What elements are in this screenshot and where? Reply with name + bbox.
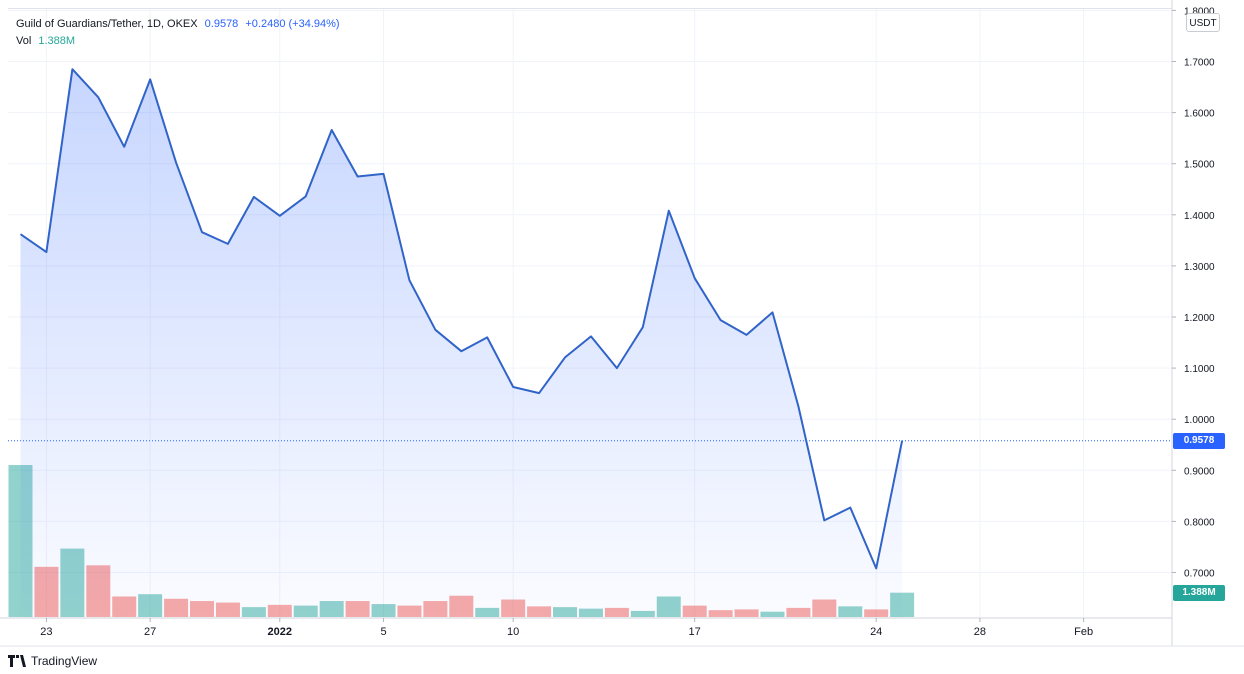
x-tick-label: 2022: [268, 626, 292, 638]
price-line: [19, 68, 904, 570]
y-tick-label: 0.9000: [1184, 466, 1215, 477]
brand-name: TradingView: [31, 654, 98, 668]
x-tick-label: 10: [507, 626, 519, 638]
y-tick-label: 1.8000: [1184, 6, 1215, 17]
x-tick-label: 27: [144, 626, 156, 638]
legend-symbol: Guild of Guardians/Tether, 1D, OKEX: [16, 18, 198, 30]
x-tick-label: 23: [40, 626, 52, 638]
last-volume-label: 1.388M: [1173, 585, 1225, 601]
x-tick-label: 24: [870, 626, 882, 638]
legend-last-price: 0.9578: [204, 18, 239, 30]
chart-legend: Guild of Guardians/Tether, 1D, OKEX 0.95…: [16, 16, 344, 50]
last-price-label: 0.9578: [1173, 433, 1225, 449]
currency-unit-button[interactable]: USDT: [1186, 13, 1220, 32]
y-tick-label: 0.8000: [1184, 517, 1215, 528]
x-tick-label: 28: [974, 626, 986, 638]
legend-volume-row: Vol 1.388M: [16, 33, 344, 50]
x-tick-label: 17: [689, 626, 701, 638]
chart-axes: 0.7000 0.8000 0.9000 1.0000 1.1000 1.2000 1.30…: [0, 0, 1244, 647]
legend-volume-label: Vol: [16, 35, 32, 47]
tradingview-logo-icon: [8, 655, 26, 667]
y-tick-label: 1.3000: [1184, 262, 1215, 273]
legend-change: +0.2480 (+34.94%): [245, 18, 340, 30]
y-tick-label: 1.2000: [1184, 313, 1215, 324]
legend-symbol-row: Guild of Guardians/Tether, 1D, OKEX 0.95…: [16, 16, 344, 33]
price-area: [8, 68, 1172, 618]
x-tick-label: Feb: [1074, 626, 1093, 638]
y-tick-label: 0.7000: [1184, 569, 1215, 580]
tradingview-brand[interactable]: TradingView: [8, 654, 97, 668]
x-tick-label: 5: [380, 626, 386, 638]
y-tick-label: 1.1000: [1184, 364, 1215, 375]
y-tick-label: 1.0000: [1184, 415, 1215, 426]
y-tick-label: 1.5000: [1184, 160, 1215, 171]
price-area-fill: [20, 69, 903, 618]
y-tick-label: 1.6000: [1184, 109, 1215, 120]
legend-volume-value: 1.388M: [38, 35, 76, 47]
y-tick-label: 1.7000: [1184, 58, 1215, 69]
y-tick-label: 1.4000: [1184, 211, 1215, 222]
